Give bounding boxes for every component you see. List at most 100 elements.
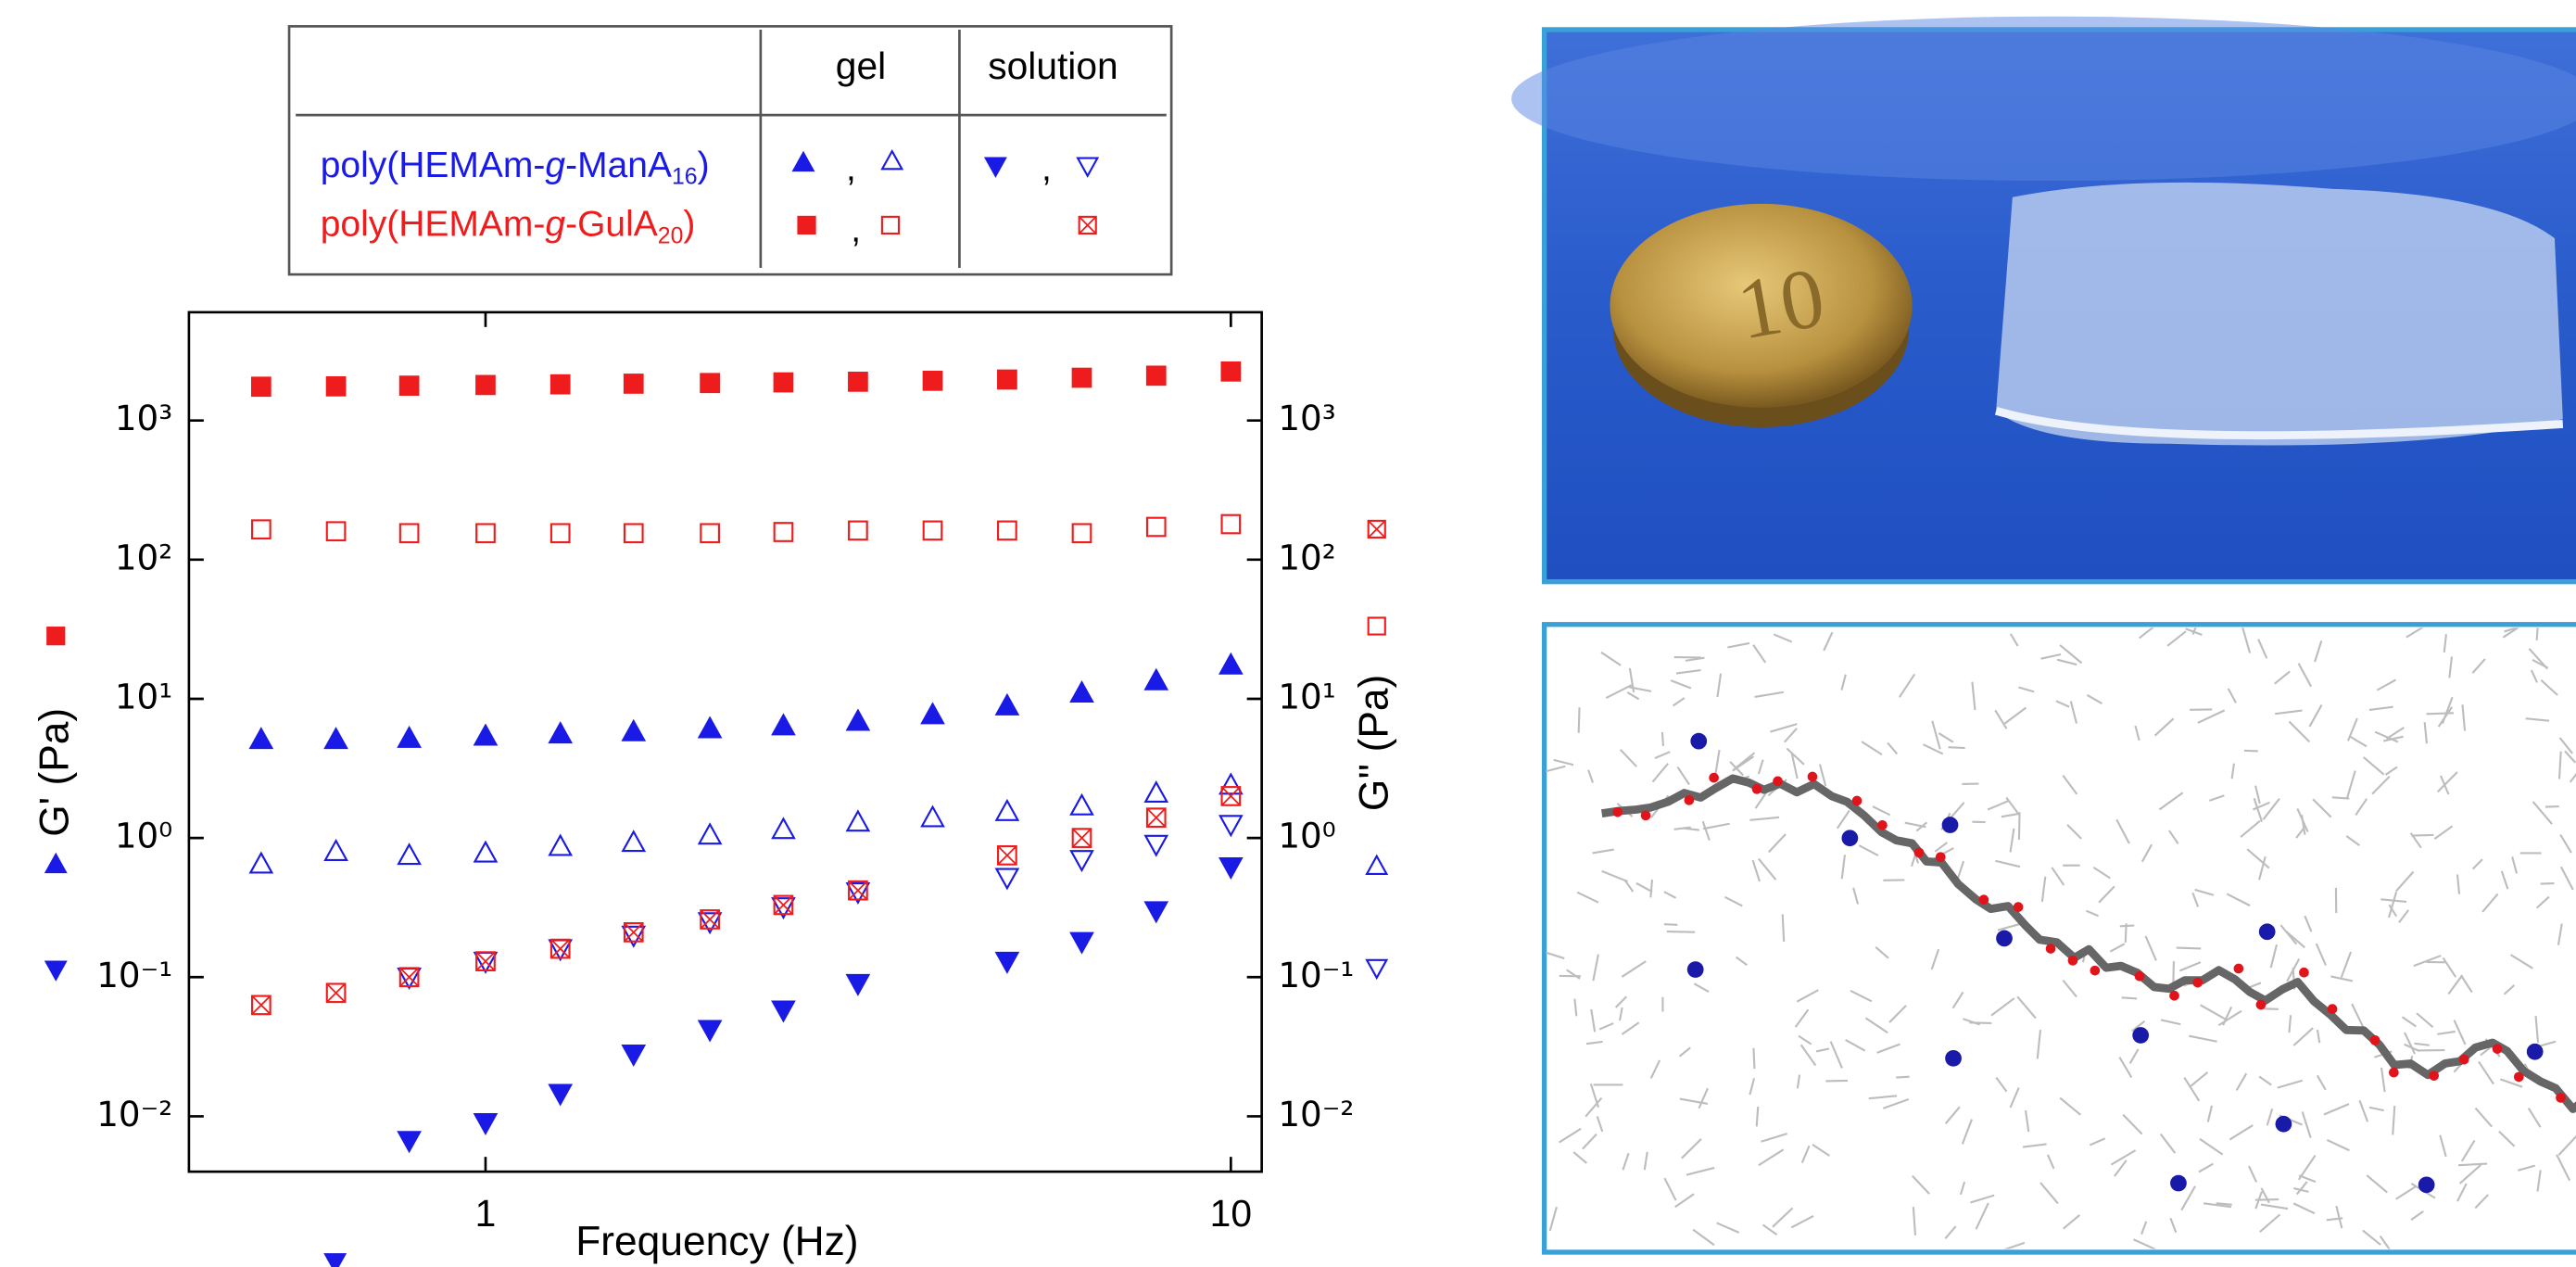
data-point — [996, 801, 1017, 820]
data-point — [250, 729, 271, 748]
data-point — [1220, 775, 1242, 794]
oxygen — [2256, 1000, 2267, 1010]
data-point — [922, 704, 943, 724]
axis-key — [47, 627, 64, 644]
data-point — [773, 1002, 794, 1021]
data-point — [700, 718, 721, 738]
data-point — [252, 520, 271, 538]
ion — [1996, 931, 2013, 947]
data-point — [1071, 795, 1092, 815]
data-point — [623, 1045, 644, 1065]
data-point-cross — [252, 996, 271, 1015]
data-point — [400, 524, 419, 542]
data-point — [847, 811, 868, 830]
solvent — [1949, 747, 1965, 748]
ion — [2527, 1044, 2544, 1060]
solvent — [2411, 835, 2433, 836]
label-part: -GulA — [565, 205, 658, 245]
solvent — [2177, 948, 2201, 949]
gel-photo: 10 — [1511, 17, 2576, 582]
data-point — [551, 375, 570, 394]
page: {"chart_data":{"type":"scatter","log_x":… — [0, 0, 2576, 1267]
data-point — [250, 854, 271, 873]
data-point — [1145, 670, 1167, 690]
oxygen — [1685, 795, 1695, 805]
label-part: 16 — [672, 164, 698, 189]
figure: 10 gel solution 10⁻²10⁻¹10⁰10¹10²10³10⁻²… — [0, 0, 2576, 1267]
solvent — [1664, 924, 1677, 925]
data-point — [623, 721, 644, 741]
axis-key — [1367, 856, 1386, 874]
oxygen — [1773, 777, 1783, 787]
data-point — [998, 522, 1017, 540]
data-point — [398, 844, 420, 864]
oxygen — [2459, 1055, 2469, 1065]
data-point — [325, 729, 347, 748]
data-point — [1071, 933, 1092, 953]
label-part: 20 — [658, 223, 684, 248]
axis-key — [325, 1254, 345, 1267]
oxygen — [1979, 894, 1989, 905]
oxygen — [1808, 772, 1818, 782]
data-point — [474, 843, 496, 862]
data-point — [773, 818, 794, 838]
y-tick-label: 10⁻¹ — [96, 955, 172, 995]
data-point — [775, 374, 793, 392]
data-point — [700, 913, 721, 932]
oxygen — [2234, 964, 2244, 974]
data-point — [623, 831, 644, 851]
oxygen — [2328, 1004, 2338, 1014]
y-tick-label: 10² — [115, 537, 172, 577]
data-point — [1147, 367, 1166, 386]
data-point-cross — [1222, 787, 1241, 805]
data-point — [1071, 851, 1092, 870]
oxygen — [1709, 773, 1719, 783]
svg-text:10: 10 — [1731, 249, 1831, 357]
data-point-cross — [1147, 808, 1166, 827]
data-point — [400, 376, 419, 395]
y2-tick-label: 10⁻² — [1278, 1094, 1354, 1134]
plot-frame — [189, 312, 1262, 1172]
y2-tick-label: 10³ — [1278, 398, 1335, 438]
legend-row-label: poly(HEMAm-g-ManA16) — [321, 146, 710, 189]
data-point — [327, 522, 346, 540]
x-axis-label: Frequency (Hz) — [575, 1219, 858, 1264]
solvent — [1896, 1077, 1909, 1078]
ion — [2418, 1176, 2435, 1193]
oxygen — [1612, 807, 1623, 817]
data-point — [625, 374, 643, 393]
data-point — [1145, 782, 1167, 802]
data-point-cross — [998, 846, 1017, 865]
ion — [2276, 1116, 2292, 1133]
solvent — [2122, 997, 2138, 998]
data-point — [1220, 858, 1242, 878]
data-point — [701, 374, 719, 392]
data-point — [1071, 682, 1092, 702]
data-point-cross — [327, 984, 346, 1003]
legend-separator: , — [846, 149, 856, 189]
y2-tick-label: 10² — [1278, 537, 1335, 577]
oxygen — [1936, 852, 1946, 862]
data-point — [701, 524, 719, 542]
label-part: g — [545, 146, 565, 185]
oxygen — [2370, 1035, 2380, 1045]
oxygen — [1641, 810, 1651, 820]
data-point — [549, 723, 571, 742]
simulation-snapshot — [1532, 614, 2576, 1260]
data-point — [549, 1085, 571, 1105]
y2-tick-label: 10⁰ — [1278, 816, 1335, 856]
oxygen — [1877, 820, 1888, 830]
y-tick-label: 10⁻² — [96, 1094, 172, 1134]
solvent — [1667, 931, 1695, 932]
solvent — [2255, 1199, 2279, 1200]
label-part: -ManA — [565, 146, 672, 185]
data-point — [476, 524, 495, 542]
label-part: ) — [698, 146, 710, 185]
oxygen — [1852, 796, 1863, 806]
y-axis-label: G' (Pa) — [32, 708, 78, 837]
solvent — [2244, 751, 2258, 752]
data-point — [474, 726, 496, 745]
data-point — [775, 523, 793, 541]
legend-symbol — [798, 217, 814, 234]
header-solution: solution — [988, 44, 1118, 87]
